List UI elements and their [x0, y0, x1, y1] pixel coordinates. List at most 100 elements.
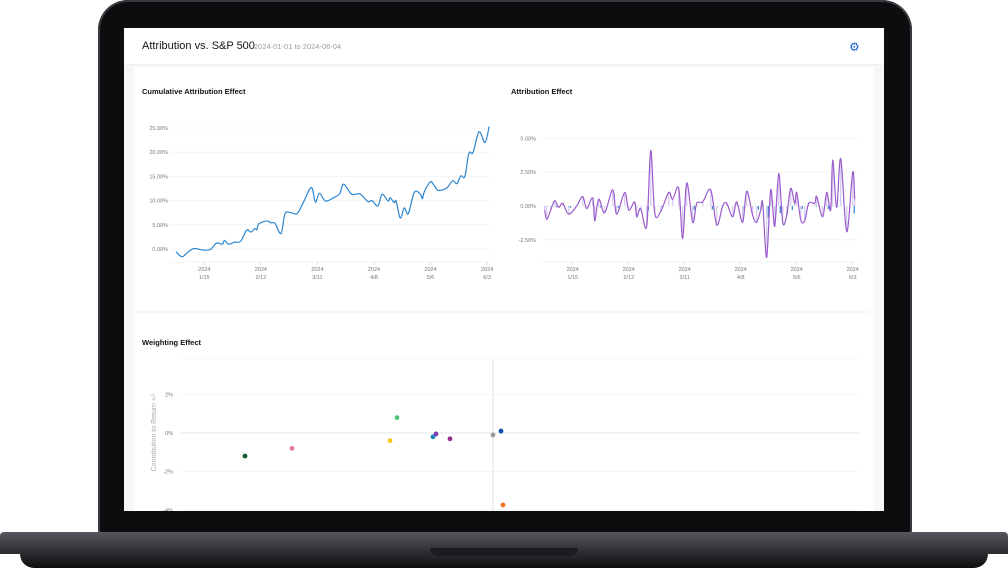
attribution-bar-blue — [815, 206, 817, 207]
x-tick-label: 1/15 — [567, 275, 578, 281]
x-tick-year: 2024 — [311, 267, 323, 273]
attribution-bar — [832, 159, 834, 206]
attribution-bar — [562, 203, 564, 206]
attribution-bar — [672, 199, 674, 206]
x-tick-label: 6/3 — [483, 275, 491, 281]
attribution-bar-blue — [757, 206, 759, 210]
x-tick-year: 2024 — [368, 267, 380, 273]
attribution-bar — [634, 201, 636, 206]
x-tick-year: 2024 — [623, 267, 635, 273]
attribution-bar-blue — [853, 206, 855, 214]
attribution-bar-blue — [555, 206, 557, 208]
y-tick-label: 5.00% — [520, 136, 536, 142]
charts-canvas: Cumulative Attribution Effect Attributio… — [136, 87, 870, 511]
chart-title-attribution: Attribution Effect — [511, 87, 573, 96]
attribution-bar — [660, 206, 662, 212]
attribution-bar — [646, 206, 648, 227]
attribution-bar-blue — [617, 206, 619, 208]
attribution-bar — [598, 199, 600, 206]
x-tick-label: 3/11 — [680, 275, 690, 281]
page-title: Attribution vs. S&P 500 — [142, 40, 255, 52]
attribution-bar — [546, 206, 548, 220]
attribution-chart: 5.00% 2.50% 0.00% -2.50% 2024 1/15 2024 2/12 202… — [519, 136, 860, 281]
y-tick-label: 10.00% — [149, 199, 168, 205]
attribution-bar — [702, 201, 704, 206]
attribution-bar — [826, 192, 828, 206]
attribution-bar — [790, 188, 792, 206]
y-tick-label: 0.00% — [152, 247, 168, 253]
attribution-bar — [794, 203, 796, 206]
attribution-bar — [770, 189, 772, 206]
attribution-bar — [582, 196, 584, 206]
attribution-bar — [766, 206, 768, 258]
x-tick-year: 2024 — [424, 267, 436, 273]
attribution-bar — [592, 197, 594, 206]
scatter-point — [498, 428, 504, 434]
attribution-bar — [692, 206, 694, 223]
attribution-bar — [668, 192, 670, 206]
attribution-bar — [616, 206, 618, 215]
y-tick-label: -4% — [163, 508, 173, 511]
y-tick-label: 0% — [165, 431, 173, 437]
attribution-bar — [846, 206, 848, 232]
chart-title-weighting: Weighting Effect — [142, 338, 202, 347]
attribution-bar — [796, 192, 798, 206]
attribution-bar — [640, 206, 642, 209]
x-tick-label: 5/6 — [793, 275, 801, 281]
y-tick-label: 15.00% — [149, 174, 168, 180]
x-tick-year: 2024 — [735, 267, 747, 273]
laptop-notch — [430, 548, 578, 556]
gear-icon[interactable]: ⚙ — [849, 40, 860, 54]
series-line — [175, 126, 490, 258]
attribution-bar — [594, 206, 596, 221]
y-tick-label: -2.50% — [519, 238, 537, 244]
x-tick-label: 2/12 — [255, 275, 266, 281]
scatter-point — [430, 434, 436, 440]
attribution-bar — [568, 206, 570, 215]
attribution-bar — [778, 173, 780, 206]
attribution-bar-blue — [569, 206, 571, 208]
x-tick-label: 4/8 — [737, 275, 745, 281]
y-tick-label: 2.50% — [520, 170, 536, 176]
attribution-bar — [840, 158, 842, 206]
page-header: Attribution vs. S&P 500 2024-01-01 to 20… — [124, 28, 884, 65]
attribution-bar — [854, 199, 856, 206]
cumulative-chart: 25.00% 20.00% 15.00% 10.00% 5.00% 0.00% 2024 1/… — [149, 126, 493, 281]
y-tick-label: 2% — [165, 393, 173, 399]
scatter-point — [387, 438, 393, 444]
laptop-base — [0, 532, 1008, 554]
attribution-bar — [586, 206, 588, 209]
attribution-bar-blue — [827, 206, 829, 209]
y-tick-label: 5.00% — [152, 223, 168, 229]
attribution-bar — [800, 206, 802, 220]
attribution-bar-blue — [779, 206, 781, 214]
x-tick-year: 2024 — [679, 267, 691, 273]
weighting-chart: 2% 0% -2% -4% Contribution to Return +/- — [151, 357, 860, 511]
attribution-bar — [782, 206, 784, 223]
y-axis-label: Contribution to Return +/- — [151, 392, 158, 471]
y-tick-label: -2% — [163, 469, 173, 475]
scatter-point — [433, 431, 439, 437]
x-tick-label: 6/3 — [849, 275, 857, 281]
attribution-bar — [710, 189, 712, 206]
attribution-bar-blue — [711, 206, 713, 210]
attribution-bar — [550, 206, 552, 211]
attribution-bar — [752, 206, 754, 216]
attribution-bar-blue — [801, 206, 803, 209]
x-tick-label: 3/11 — [312, 275, 322, 281]
attribution-bar — [554, 200, 556, 206]
laptop-base-bottom — [20, 554, 988, 568]
attribution-bar — [736, 201, 738, 206]
x-tick-label: 1/15 — [199, 275, 210, 281]
attribution-bar — [852, 172, 854, 206]
attribution-bar-blue — [791, 206, 793, 210]
scatter-point — [447, 436, 453, 442]
attribution-bar — [682, 206, 684, 239]
attribution-bar-blue — [693, 206, 695, 210]
attribution-bar-blue — [767, 206, 769, 218]
attribution-bar — [716, 206, 718, 225]
date-range[interactable]: 2024-01-01 to 2024-06-04 — [254, 42, 342, 51]
attribution-bar-blue — [599, 206, 601, 208]
attribution-bar — [624, 192, 626, 206]
scatter-point — [289, 445, 295, 451]
